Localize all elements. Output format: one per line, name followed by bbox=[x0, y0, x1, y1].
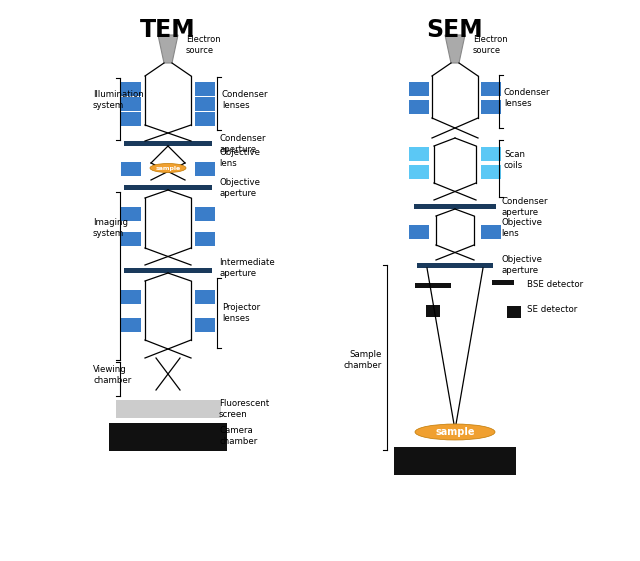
Text: TEM: TEM bbox=[140, 18, 196, 42]
Bar bbox=[481, 82, 501, 96]
Text: Viewing
chamber: Viewing chamber bbox=[93, 365, 131, 385]
Bar bbox=[481, 147, 501, 161]
Bar bbox=[195, 82, 215, 96]
Bar bbox=[409, 165, 429, 179]
Bar bbox=[115, 400, 221, 418]
Bar bbox=[409, 225, 429, 239]
Text: Imaging
system: Imaging system bbox=[93, 218, 128, 238]
Text: Condenser
aperture: Condenser aperture bbox=[219, 134, 266, 154]
Bar bbox=[426, 305, 440, 317]
Bar bbox=[195, 207, 215, 221]
Text: Objective
lens: Objective lens bbox=[501, 218, 542, 238]
Bar bbox=[195, 232, 215, 246]
Text: sample: sample bbox=[156, 165, 180, 171]
Ellipse shape bbox=[415, 424, 495, 440]
Bar bbox=[414, 204, 496, 209]
Bar bbox=[481, 165, 501, 179]
Bar bbox=[417, 263, 493, 268]
Bar bbox=[409, 82, 429, 96]
Bar bbox=[195, 290, 215, 304]
Bar bbox=[124, 141, 212, 146]
Bar bbox=[109, 423, 227, 451]
Text: Projector
lenses: Projector lenses bbox=[222, 304, 260, 323]
Bar bbox=[121, 97, 141, 111]
Bar bbox=[507, 306, 521, 318]
Bar bbox=[121, 162, 141, 176]
Text: SE detector: SE detector bbox=[527, 306, 577, 315]
Text: Objective
aperture: Objective aperture bbox=[219, 178, 260, 197]
Text: Objective
aperture: Objective aperture bbox=[501, 255, 542, 275]
Text: Scan
coils: Scan coils bbox=[504, 150, 525, 169]
Text: Intermediate
aperture: Intermediate aperture bbox=[219, 258, 275, 278]
Ellipse shape bbox=[150, 163, 186, 172]
Bar bbox=[415, 283, 451, 288]
Bar bbox=[121, 318, 141, 332]
Bar bbox=[409, 100, 429, 114]
Polygon shape bbox=[445, 35, 465, 63]
Bar bbox=[121, 112, 141, 126]
Bar bbox=[195, 112, 215, 126]
Bar bbox=[124, 268, 212, 273]
Bar bbox=[195, 318, 215, 332]
Polygon shape bbox=[158, 35, 178, 63]
Bar bbox=[121, 232, 141, 246]
Text: Illumination
system: Illumination system bbox=[93, 90, 144, 110]
Bar bbox=[481, 225, 501, 239]
Bar bbox=[195, 162, 215, 176]
Text: Condenser
lenses: Condenser lenses bbox=[504, 88, 550, 108]
Text: Fluorescent
screen: Fluorescent screen bbox=[219, 399, 269, 419]
Text: Camera
chamber: Camera chamber bbox=[219, 426, 257, 445]
Text: Condenser
aperture: Condenser aperture bbox=[501, 197, 547, 217]
Bar bbox=[124, 185, 212, 190]
Text: sample: sample bbox=[435, 427, 475, 437]
Bar bbox=[121, 290, 141, 304]
Text: Electron
source: Electron source bbox=[186, 35, 221, 55]
Text: Sample
chamber: Sample chamber bbox=[344, 350, 382, 370]
Bar bbox=[409, 147, 429, 161]
Bar bbox=[121, 207, 141, 221]
Bar bbox=[481, 100, 501, 114]
Text: Condenser
lenses: Condenser lenses bbox=[222, 90, 269, 110]
Bar bbox=[195, 97, 215, 111]
Bar bbox=[121, 82, 141, 96]
Text: SEM: SEM bbox=[427, 18, 483, 42]
Text: Electron
source: Electron source bbox=[473, 35, 508, 55]
Bar bbox=[394, 447, 516, 475]
Bar bbox=[492, 280, 514, 285]
Text: Objective
lens: Objective lens bbox=[219, 148, 260, 168]
Text: BSE detector: BSE detector bbox=[527, 279, 583, 288]
